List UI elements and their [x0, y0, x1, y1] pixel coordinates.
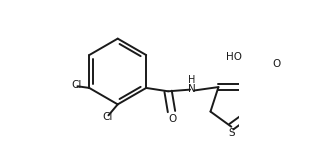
Text: HO: HO [226, 52, 242, 62]
Text: O: O [168, 114, 177, 124]
Text: N: N [188, 84, 196, 94]
Text: Cl: Cl [102, 112, 112, 122]
Text: H: H [188, 75, 195, 85]
Text: Cl: Cl [71, 80, 81, 90]
Text: O: O [272, 59, 280, 69]
Text: S: S [229, 128, 235, 138]
